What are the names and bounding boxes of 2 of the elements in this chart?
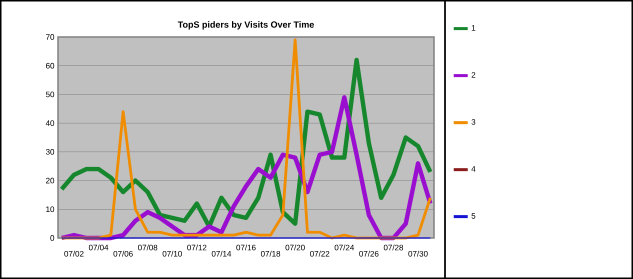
line-series: [59, 58, 433, 229]
chart-title: TopS piders by Visits Over Time: [178, 21, 314, 30]
